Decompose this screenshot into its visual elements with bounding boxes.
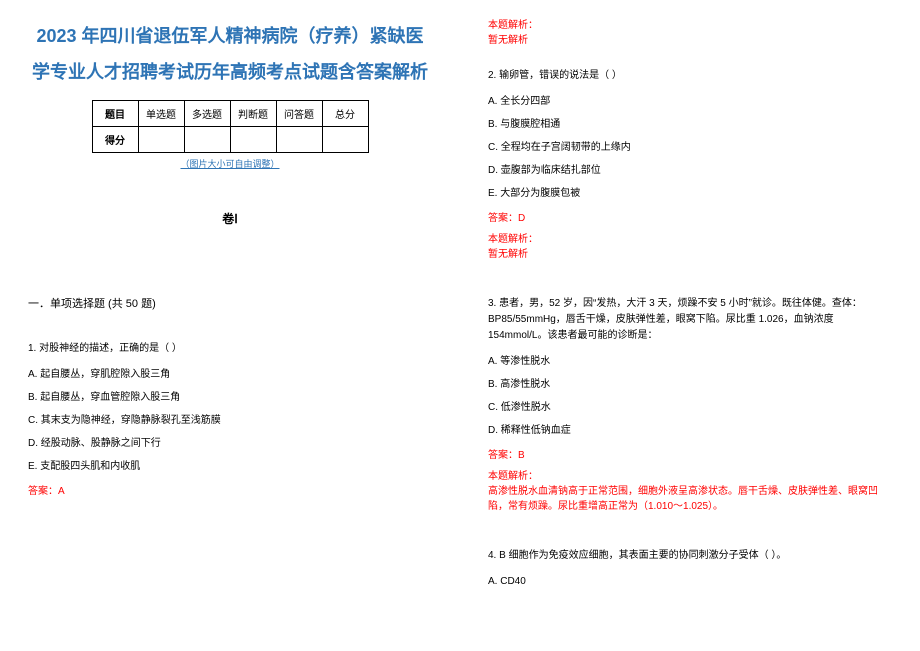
section-heading: 一．单项选择题 (共 50 题) [28,295,432,311]
col-header: 多选题 [184,101,230,127]
table-header-row: 题目 单选题 多选题 判断题 问答题 总分 [92,101,368,127]
question-option: C. 低渗性脱水 [488,400,892,415]
analysis-body: 暂无解析 [488,33,892,48]
question-option: A. 全长分四部 [488,94,892,109]
analysis-label: 本题解析： [488,232,892,247]
analysis-label: 本题解析： [488,469,892,484]
right-column: 本题解析： 暂无解析 2. 输卵管，错误的说法是（ ） A. 全长分四部 B. … [460,0,920,651]
question-option: E. 大部分为腹膜包被 [488,186,892,201]
answer-line: 答案：B [488,446,892,461]
col-header: 问答题 [276,101,322,127]
question-option: C. 全程均在子宫阔韧带的上缘内 [488,140,892,155]
col-header: 题目 [92,101,138,127]
col-header: 单选题 [138,101,184,127]
question-stem: 2. 输卵管，错误的说法是（ ） [488,68,892,84]
question-option: D. 经股动脉、股静脉之间下行 [28,436,432,451]
table-score-row: 得分 [92,127,368,153]
question-option: D. 稀释性低钠血症 [488,423,892,438]
question-option: A. 起自腰丛，穿肌腔隙入股三角 [28,367,432,382]
juan-label: 卷Ⅰ [28,210,432,227]
analysis-body: 暂无解析 [488,247,892,262]
score-cell [184,127,230,153]
analysis-body: 高渗性脱水血清钠高于正常范围，细胞外液呈高渗状态。唇干舌燥、皮肤弹性差、眼窝凹陷… [488,484,892,514]
page-container: 2023 年四川省退伍军人精神病院（疗养）紧缺医学专业人才招聘考试历年高频考点试… [0,0,920,651]
score-cell [322,127,368,153]
question-block: 4. B 细胞作为免疫效应细胞，其表面主要的协同刺激分子受体（ ）。 A. CD… [488,548,892,589]
left-column: 2023 年四川省退伍军人精神病院（疗养）紧缺医学专业人才招聘考试历年高频考点试… [0,0,460,651]
answer-line: 答案：D [488,209,892,224]
question-stem: 3. 患者，男，52 岁，因“发热，大汗 3 天，烦躁不安 5 小时”就诊。既往… [488,296,892,344]
row-label: 得分 [92,127,138,153]
spacer [488,56,892,68]
score-table: 题目 单选题 多选题 判断题 问答题 总分 得分 [92,100,369,153]
answer-line: 答案：A [28,482,432,497]
image-size-note: （图片大小可自由调整） [28,157,432,170]
question-option: E. 支配股四头肌和内收肌 [28,459,432,474]
question-block: 3. 患者，男，52 岁，因“发热，大汗 3 天，烦躁不安 5 小时”就诊。既往… [488,296,892,514]
question-option: B. 起自腰丛，穿血管腔隙入股三角 [28,390,432,405]
question-stem: 4. B 细胞作为免疫效应细胞，其表面主要的协同刺激分子受体（ ）。 [488,548,892,564]
question-block: 1. 对股神经的描述，正确的是（ ） A. 起自腰丛，穿肌腔隙入股三角 B. 起… [28,341,432,497]
doc-title: 2023 年四川省退伍军人精神病院（疗养）紧缺医学专业人才招聘考试历年高频考点试… [28,18,432,90]
score-cell [276,127,322,153]
question-option: A. CD40 [488,574,892,589]
question-option: D. 壶腹部为临床结扎部位 [488,163,892,178]
col-header: 判断题 [230,101,276,127]
spacer [488,536,892,548]
spacer [488,284,892,296]
question-option: C. 其末支为隐神经，穿隐静脉裂孔至浅筋膜 [28,413,432,428]
question-option: A. 等渗性脱水 [488,354,892,369]
question-option: B. 与腹膜腔相通 [488,117,892,132]
analysis-label: 本题解析： [488,18,892,33]
question-stem: 1. 对股神经的描述，正确的是（ ） [28,341,432,357]
col-header: 总分 [322,101,368,127]
score-cell [230,127,276,153]
question-option: B. 高渗性脱水 [488,377,892,392]
question-block: 2. 输卵管，错误的说法是（ ） A. 全长分四部 B. 与腹膜腔相通 C. 全… [488,68,892,262]
score-cell [138,127,184,153]
